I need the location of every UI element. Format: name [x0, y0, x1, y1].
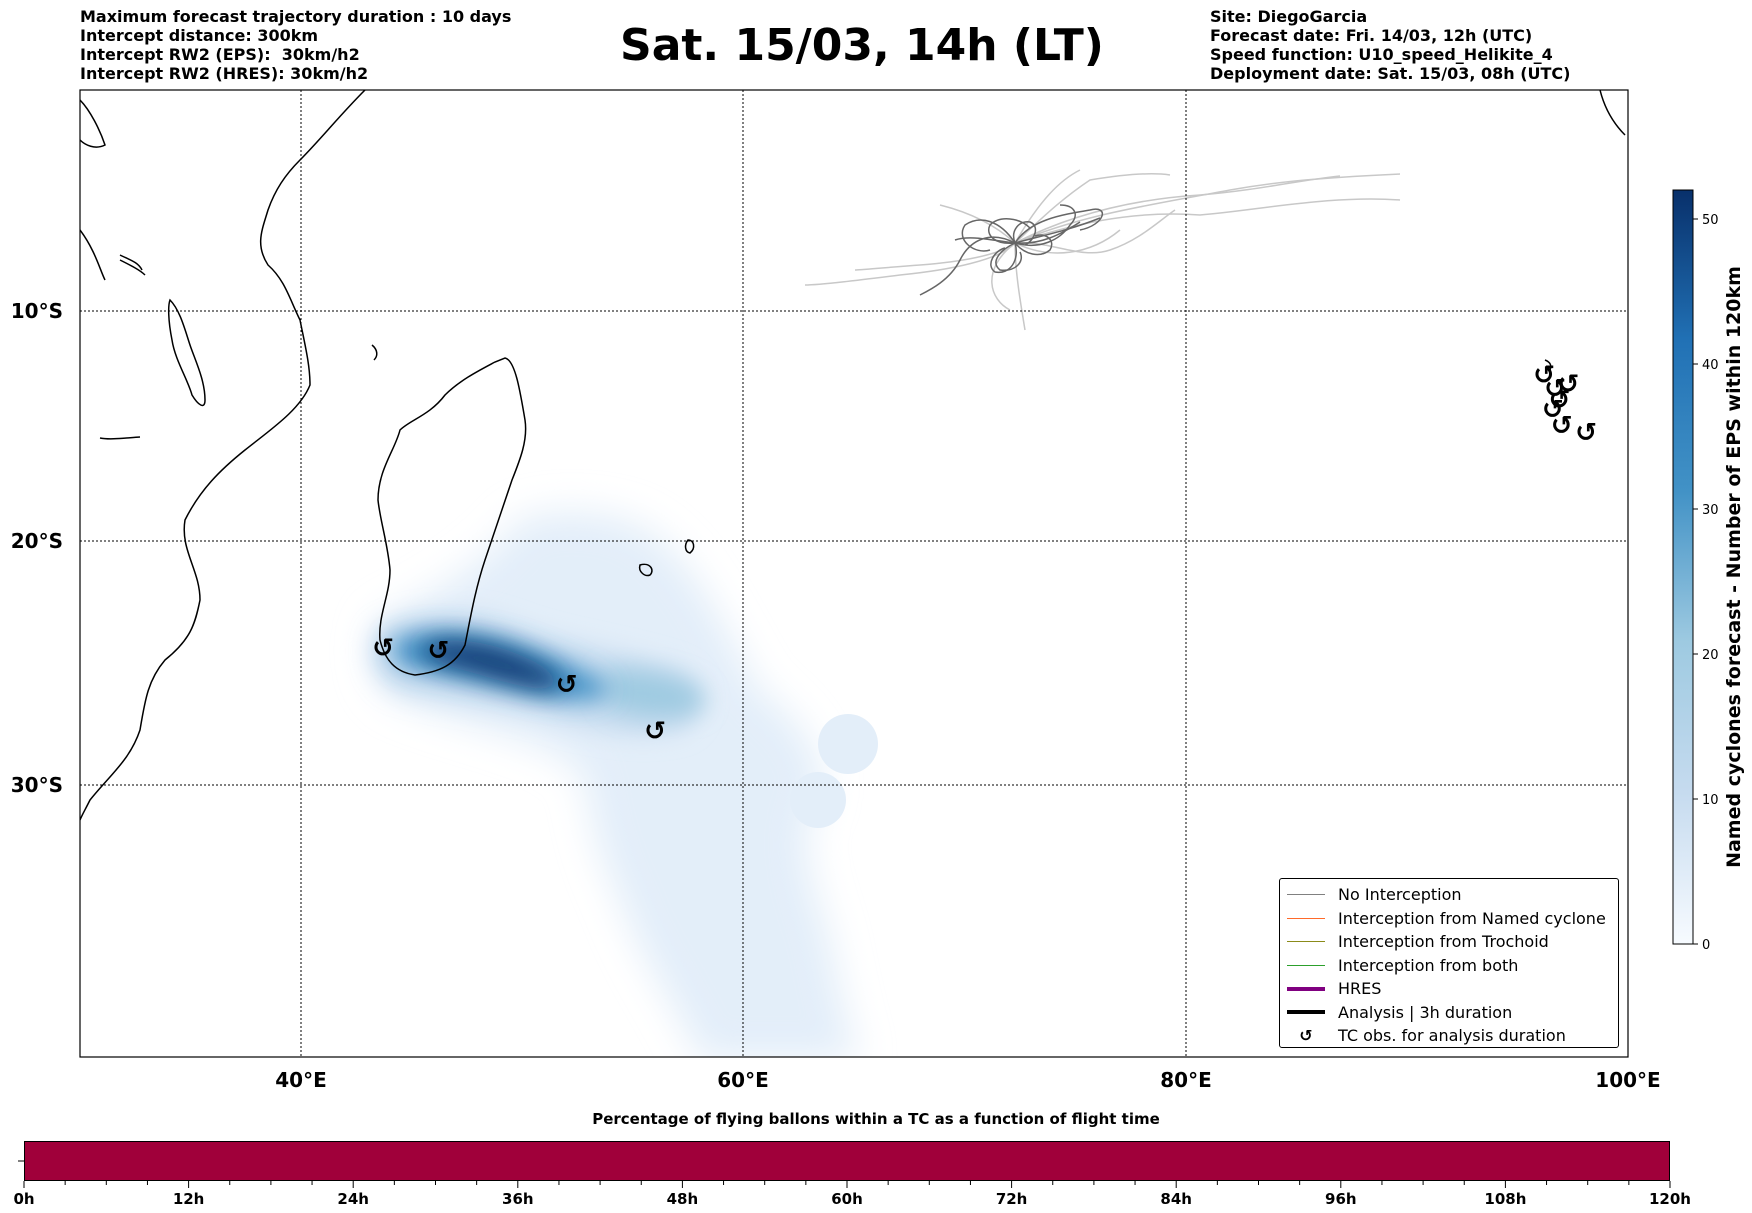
colorbar: 0 10 20 30 40 50 Named cyclones forecast - Nu… [1672, 189, 1745, 953]
tc-observation-icon: ↺ [1551, 411, 1573, 441]
legend-line-sample [1287, 986, 1325, 991]
colorbar-tick-label: 30 [1702, 503, 1719, 518]
legend-label: Interception from Named cyclone [1338, 908, 1606, 928]
flight-bar-tick-label: 36h [502, 1190, 534, 1208]
tc-observation-icon: ↺ [644, 716, 666, 746]
graticule [80, 90, 1628, 1057]
legend-line-sample [1287, 941, 1325, 943]
page-title: Sat. 15/03, 14h (LT) [620, 20, 1104, 71]
header-left-line: Intercept RW2 (HRES): 30km/h2 [80, 64, 369, 83]
header-right-line: Deployment date: Sat. 15/03, 08h (UTC) [1210, 64, 1571, 83]
header-right-line: Site: DiegoGarcia [1210, 7, 1368, 26]
lon-tick-60: 60°E [717, 1068, 769, 1092]
colorbar-tick-label: 40 [1702, 358, 1719, 373]
lat-tick-20s: 20°S [11, 529, 63, 553]
flight-bar-tick-label: 24h [337, 1190, 369, 1208]
lon-tick-80: 80°E [1160, 1068, 1212, 1092]
header-right-line: Forecast date: Fri. 14/03, 12h (UTC) [1210, 26, 1533, 45]
tc-observation-icon: ↺ [1533, 360, 1555, 390]
flight-bar-ticks: 0h 12h 24h 36h 48h 60h 72h 84h 96h 108h 120h [13, 1160, 1691, 1208]
flight-bar-tick-label: 0h [13, 1190, 34, 1208]
colorbar-tick-label: 10 [1702, 793, 1719, 808]
tc-observation-icon: ↺ [1542, 395, 1564, 425]
tc-observation-icon: ↺ [427, 636, 449, 666]
legend-item-hres: HRES [1286, 977, 1618, 1001]
trajectories-no-interception [804, 169, 1401, 331]
header-right: Site: DiegoGarcia Forecast date: Fri. 14… [1210, 7, 1570, 83]
lon-tick-40: 40°E [275, 1068, 327, 1092]
legend-line-sample [1287, 917, 1325, 919]
legend-line-sample [1287, 894, 1325, 896]
colorbar-tick-label: 20 [1702, 648, 1719, 663]
colorbar-label: Named cyclones forecast - Number of EPS … [1723, 266, 1745, 868]
legend-item-named-cyclone: Interception from Named cyclone [1286, 907, 1618, 931]
legend-label: Analysis | 3h duration [1338, 1002, 1513, 1022]
flight-bar-tick-label: 48h [667, 1190, 699, 1208]
lat-tick-10s: 10°S [11, 299, 63, 323]
legend-line-sample [1287, 964, 1325, 966]
header-right-line: Speed function: U10_speed_Helikite_4 [1210, 45, 1553, 64]
header-left-line: Intercept RW2 (EPS): 30km/h2 [80, 45, 360, 64]
legend-item-tc-obs: ↺ TC obs. for analysis duration [1286, 1024, 1618, 1048]
cyclone-density-field [371, 511, 878, 1057]
colorbar-ticks: 0 10 20 30 40 50 [1693, 213, 1719, 953]
header-left: Maximum forecast trajectory duration : 1… [80, 7, 511, 83]
legend-label: HRES [1338, 979, 1382, 999]
cyclone-symbol-icon: ↺ [1299, 1026, 1313, 1046]
flight-bar-tick-label: 12h [173, 1190, 205, 1208]
legend: No Interception Interception from Named … [1279, 878, 1619, 1048]
legend-item-analysis: Analysis | 3h duration [1286, 1001, 1618, 1025]
flight-bar-tick-label: 72h [996, 1190, 1028, 1208]
tc-observation-icon: ↺ [372, 633, 394, 663]
lon-tick-100: 100°E [1595, 1068, 1660, 1092]
flight-bar-tick-label: 108h [1484, 1190, 1526, 1208]
legend-label: Interception from both [1338, 955, 1519, 975]
tc-observation-icon: ↺ [1549, 386, 1571, 416]
legend-line-sample [1287, 1010, 1325, 1015]
colorbar-gradient [1672, 189, 1694, 945]
legend-item-both: Interception from both [1286, 954, 1618, 978]
legend-label: TC obs. for analysis duration [1338, 1026, 1566, 1046]
lat-tick-labels: 10°S 20°S 30°S [11, 299, 63, 797]
legend-item-no-interception: No Interception [1286, 883, 1618, 907]
colorbar-tick-label: 50 [1702, 213, 1719, 228]
lat-tick-30s: 30°S [11, 773, 63, 797]
lon-tick-labels: 40°E 60°E 80°E 100°E [275, 1068, 1660, 1092]
tc-observation-icon: ↺ [1575, 418, 1597, 448]
flight-bar-tick-label: 96h [1325, 1190, 1357, 1208]
header-left-line: Maximum forecast trajectory duration : 1… [80, 7, 512, 26]
coastlines [80, 90, 1626, 821]
flight-bar [24, 1141, 1670, 1181]
flight-bar-tick-label: 120h [1649, 1190, 1691, 1208]
map-area: ↺ ↺↺↺↺↺↺↺↺↺ ↺ [80, 90, 1628, 1057]
legend-label: No Interception [1338, 885, 1462, 905]
map-frame [79, 89, 1629, 1058]
legend-label: Interception from Trochoid [1338, 932, 1549, 952]
header-left-line: Intercept distance: 300km [80, 26, 319, 45]
flight-bar-title: Percentage of flying ballons within a TC… [592, 1110, 1160, 1128]
tc-observation-icon: ↺ [1544, 374, 1566, 404]
legend-item-trochoid: Interception from Trochoid [1286, 930, 1618, 954]
tc-observation-symbols: ↺ ↺↺↺↺↺↺↺↺↺ ↺ [372, 360, 1597, 746]
tc-observation-icon: ↺ [556, 670, 578, 700]
flight-bar-tick-label: 84h [1160, 1190, 1192, 1208]
colorbar-tick-label: 0 [1702, 938, 1710, 953]
flight-bar-tick-label: 60h [831, 1190, 863, 1208]
tc-observation-icon: ↺ [1557, 370, 1579, 400]
